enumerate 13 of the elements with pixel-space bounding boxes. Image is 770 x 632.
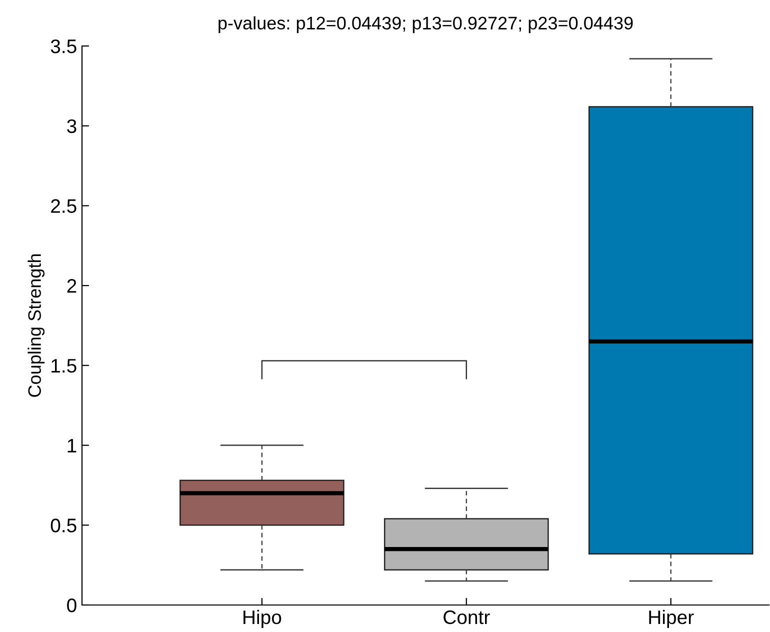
chart-title: p-values: p12=0.04439; p13=0.92727; p23=0.04439 (218, 16, 633, 34)
y-tick-label: 1 (68, 438, 76, 452)
y-tick-label: 1.5 (52, 359, 76, 373)
y-tick-label: 2.5 (51, 199, 76, 213)
y-tick-label: 3 (67, 119, 76, 134)
y-axis-title: Coupling Strength (28, 254, 45, 397)
y-tick-label: 3.5 (50, 39, 76, 54)
y-tick-label: 0.5 (50, 518, 76, 532)
y-tick-label: 2 (67, 279, 76, 293)
x-tick-label: Contr (444, 610, 490, 624)
x-tick-label: Hipo (244, 610, 282, 628)
y-tick-label: 0 (67, 598, 76, 612)
x-tick-label: Hiper (649, 610, 694, 628)
